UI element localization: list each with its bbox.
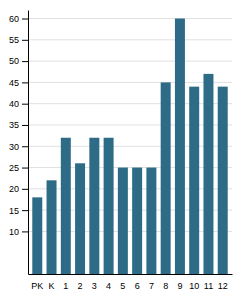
bar: [218, 87, 228, 274]
x-axis: PKK123456789101112: [29, 275, 233, 292]
grid-line: [28, 167, 232, 168]
bar: [189, 87, 199, 274]
chart: PKK1234567891011121015202530354045505560: [0, 0, 240, 296]
grid-line: [28, 61, 232, 62]
x-tick: 10: [189, 281, 199, 291]
bar: [161, 82, 171, 274]
grid-line: [28, 39, 232, 40]
x-tick: 1: [63, 281, 68, 291]
bar: [89, 138, 99, 274]
bar: [146, 168, 156, 274]
grid-line: [28, 231, 232, 232]
y-tick-mark: [22, 82, 28, 83]
y-tick-mark: [22, 125, 28, 126]
x-tick: 5: [120, 281, 125, 291]
bar: [203, 74, 213, 274]
grid-line: [28, 146, 232, 147]
y-tick-label: 20: [9, 184, 19, 194]
y-tick: 10: [9, 227, 28, 237]
x-tick: 2: [78, 281, 83, 291]
x-tick-label: 5: [120, 281, 125, 291]
y-tick-mark: [22, 231, 28, 232]
bar: [104, 138, 114, 274]
x-tick-label: 11: [204, 281, 213, 291]
plot: PKK1234567891011121015202530354045505560: [9, 11, 233, 292]
bars: [32, 19, 227, 274]
y-tick-mark: [22, 40, 28, 41]
x-tick-label: 7: [149, 281, 154, 291]
x-tick-label: K: [49, 281, 55, 291]
y-tick: 40: [9, 99, 28, 109]
y-tick-label: 30: [9, 142, 19, 152]
bar: [132, 168, 142, 274]
y-tick-mark: [22, 189, 28, 190]
grid-line: [28, 18, 232, 19]
grid-line: [28, 210, 232, 211]
y-tick-label: 45: [9, 78, 19, 88]
x-tick-label: 3: [92, 281, 97, 291]
y-tick-label: 15: [9, 206, 19, 216]
x-tick: 4: [106, 281, 111, 291]
y-tick: 30: [9, 142, 28, 152]
y-tick: 55: [9, 35, 28, 45]
x-tick-label: 2: [78, 281, 83, 291]
y-tick: 15: [9, 206, 28, 216]
y-tick: 60: [9, 14, 28, 24]
grid-line: [28, 124, 232, 125]
bar: [175, 19, 185, 274]
y-tick: 20: [9, 184, 28, 194]
x-tick-label: 12: [218, 281, 228, 291]
x-tick-label: 4: [106, 281, 111, 291]
x-tick-label: 6: [135, 281, 140, 291]
x-tick: 11: [204, 281, 213, 291]
x-tick-label: 9: [177, 281, 182, 291]
x-tick-label: 1: [63, 281, 68, 291]
x-tick-label: 8: [163, 281, 168, 291]
y-tick-label: 50: [9, 56, 19, 66]
y-tick: 35: [9, 120, 28, 130]
chart-container: PKK1234567891011121015202530354045505560: [0, 0, 240, 296]
x-tick: 12: [218, 281, 228, 291]
y-axis-line: [28, 11, 29, 275]
bar: [75, 163, 85, 274]
x-tick: K: [49, 281, 55, 291]
bar: [47, 180, 57, 274]
y-tick-label: 55: [9, 35, 19, 45]
grid-line: [28, 82, 232, 83]
y-tick: 50: [9, 56, 28, 66]
y-tick-mark: [22, 19, 28, 20]
y-tick-mark: [22, 210, 28, 211]
y-tick-mark: [22, 61, 28, 62]
y-tick-mark: [22, 168, 28, 169]
grid-line: [28, 188, 232, 189]
y-tick-label: 35: [9, 120, 19, 130]
y-tick: 25: [9, 163, 28, 173]
y-tick-label: 10: [9, 227, 19, 237]
y-tick-mark: [22, 146, 28, 147]
x-tick: PK: [31, 281, 43, 291]
x-tick: 6: [135, 281, 140, 291]
x-tick-label: PK: [31, 281, 43, 291]
x-tick: 9: [177, 281, 182, 291]
bar: [32, 197, 42, 274]
bar: [118, 168, 128, 274]
x-tick: 3: [92, 281, 97, 291]
x-tick: 8: [163, 281, 168, 291]
x-tick-label: 10: [189, 281, 199, 291]
y-tick-label: 40: [9, 99, 19, 109]
grid: [28, 19, 232, 232]
bar: [61, 138, 71, 274]
grid-line: [28, 103, 232, 104]
y-tick-mark: [22, 104, 28, 105]
y-axis: 10 15 20 25 30 35 40 45 50 55 60: [9, 11, 29, 275]
y-tick-label: 25: [9, 163, 19, 173]
x-axis-line: [29, 274, 233, 275]
y-tick: 45: [9, 78, 28, 88]
y-tick-label: 60: [9, 14, 19, 24]
x-tick: 7: [149, 281, 154, 291]
